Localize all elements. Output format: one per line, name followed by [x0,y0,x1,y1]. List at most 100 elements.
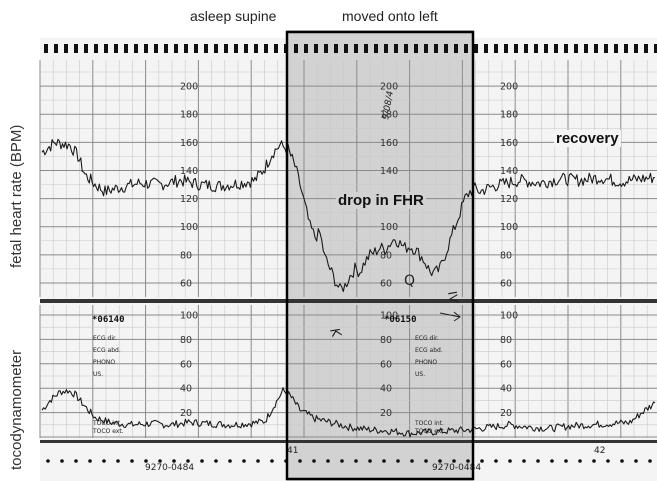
sprocket-hole [484,44,488,53]
toco-label: TOCO ext. [414,428,446,435]
serial-number: 9270-0484 [432,463,481,473]
sprocket-dot [340,459,344,463]
handwriting-iv: IV [445,290,461,305]
sprocket-hole [234,44,238,53]
sprocket-dot [172,459,176,463]
fhr-tick-label: 120 [500,194,518,205]
sprocket-dot [270,459,274,463]
sprocket-hole [524,44,528,53]
fhr-tick-label: 200 [180,82,198,93]
sprocket-dot [522,459,526,463]
sprocket-hole [584,44,588,53]
toco-tick-label: 100 [180,311,198,322]
sprocket-dot [312,459,316,463]
axis-tick-labels: 60 80 100 120 140 160 180 200 20 40 60 80 100 60 80 100… [180,82,518,420]
sprocket-hole [334,44,338,53]
fhr-tick-label: 140 [500,166,518,177]
sprocket-hole [404,44,408,53]
sprocket-dot [368,459,372,463]
fhr-tick-label: 80 [180,250,192,261]
sprocket-hole [514,44,518,53]
sprocket-dot [74,459,78,463]
toco-tick-label: 80 [500,335,512,346]
sprocket-hole [114,44,118,53]
toco-tick-label: 80 [380,335,392,346]
sprocket-dot [228,459,232,463]
sprocket-hole [174,44,178,53]
sprocket-dot [200,459,204,463]
sprocket-hole [84,44,88,53]
sprocket-hole [354,44,358,53]
sprocket-dot [480,459,484,463]
sprocket-hole [454,44,458,53]
sprocket-hole [254,44,258,53]
sprocket-hole [364,44,368,53]
sprocket-hole [74,44,78,53]
sprocket-hole [414,44,418,53]
code-right: *06150 [384,315,417,325]
sprocket-dot [466,459,470,463]
sprocket-hole [314,44,318,53]
paper-print-labels: *06140 *06150 ECG dir. ECG abd. PHONO US. ECG … [92,315,605,473]
code-left: *06140 [92,315,125,325]
fhr-tick-label: 140 [180,166,198,177]
fhr-tick-label: 100 [380,222,398,233]
sprocket-hole [214,44,218,53]
sprocket-hole [624,44,628,53]
sprocket-dot [396,459,400,463]
sprocket-hole [614,44,618,53]
sprocket-dot [242,459,246,463]
sprocket-hole [204,44,208,53]
sprocket-hole [474,44,478,53]
toco-trace [41,387,656,438]
sprocket-hole [64,44,68,53]
sprocket-hole [544,44,548,53]
sprocket-dot [592,459,596,463]
sprocket-dot [508,459,512,463]
toco-label: TOCO int. [414,420,444,427]
sprocket-hole [154,44,158,53]
sprocket-dot [494,459,498,463]
sprocket-dot [620,459,624,463]
ecg-label: PHONO [93,359,115,366]
sprocket-hole [244,44,248,53]
sprocket-hole [644,44,648,53]
sprocket-hole [594,44,598,53]
fhr-tick-label: 180 [500,110,518,121]
traces [41,138,656,438]
sprocket-hole [344,44,348,53]
toco-label: TOCO ext. [92,428,124,435]
sprocket-hole [564,44,568,53]
toco-tick-label: 100 [380,311,398,322]
sprocket-hole [574,44,578,53]
sprocket-hole [604,44,608,53]
recovery-label: recovery [554,130,621,147]
sprocket-hole [164,44,168,53]
toco-tick-label: 60 [500,359,512,370]
sprocket-dot [536,459,540,463]
fhr-tick-label: 160 [380,138,398,149]
highlight-window-border [285,30,475,481]
bottom-separator [40,440,657,443]
sprocket-dot [88,459,92,463]
fhr-tick-label: 180 [180,110,198,121]
sprocket-hole [464,44,468,53]
moved-onto-left-label: moved onto left [342,8,438,24]
fhr-tick-label: 200 [380,82,398,93]
sprocket-dot [634,459,638,463]
sprocket-dot [214,459,218,463]
fhr-tick-label: 60 [180,278,192,289]
drop-in-fhr-label: drop in FHR [336,192,426,209]
toco-tick-label: 60 [380,359,392,370]
toco-tick-label: 20 [180,408,192,419]
sprocket-hole [554,44,558,53]
toco-tick-label: 40 [500,384,512,395]
sprocket-dot [326,459,330,463]
asleep-supine-label: asleep supine [190,8,277,24]
serial-number: 9270-0484 [145,463,194,473]
toco-tick-label: 20 [500,408,512,419]
page-number-42: 42 [594,446,605,456]
highlight-window-fill [287,30,473,481]
sprocket-dot [564,459,568,463]
